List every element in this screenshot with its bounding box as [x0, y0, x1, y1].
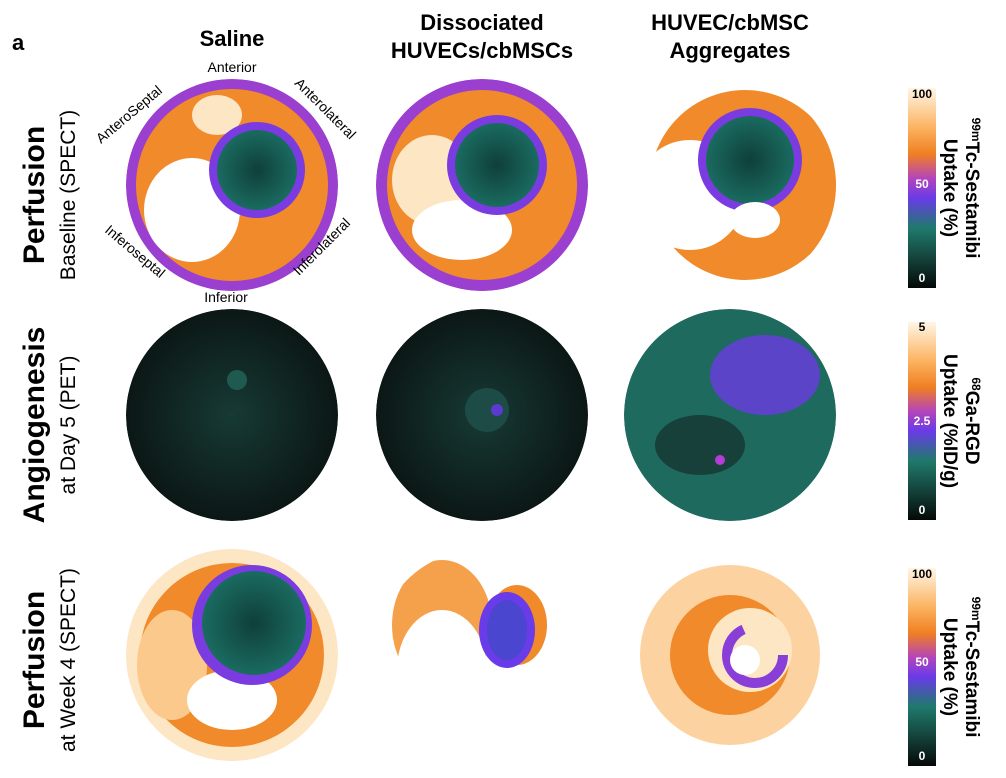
row-title: Perfusion — [18, 591, 51, 729]
row-title: Angiogenesis — [18, 327, 51, 524]
polar-map — [126, 309, 338, 521]
tracer: Ga-RGD — [961, 391, 982, 465]
column-header: Aggregates — [669, 38, 790, 63]
figure: a Saline Dissociated HUVECs/cbMSCs HUVEC… — [0, 0, 1006, 773]
column-header: HUVECs/cbMSCs — [391, 38, 573, 63]
colorbar-tick: 50 — [915, 177, 929, 191]
row-subtitle: Baseline (SPECT) — [57, 110, 80, 280]
colorbar-tick: 0 — [919, 749, 926, 763]
colorbar-title: 99mTc-Sestamibi — [961, 597, 983, 738]
colorbar-title: 99mTc-Sestamibi — [961, 118, 983, 259]
colorbar-tick: 0 — [919, 503, 926, 517]
colorbar-title: 68Ga-RGD — [961, 377, 983, 464]
colorbar-unit: Uptake (%ID/g) — [939, 354, 960, 488]
colorbar-tick: 0 — [919, 271, 926, 285]
polar-map — [376, 549, 588, 761]
polar-map — [376, 309, 588, 521]
body: a Saline Dissociated HUVECs/cbMSCs HUVEC… — [0, 0, 1006, 773]
polar-map — [624, 309, 836, 521]
column-header: HUVEC/cbMSC — [651, 10, 809, 35]
colorbar-tick: 2.5 — [914, 414, 931, 428]
polar-map — [376, 79, 588, 291]
column-header: Dissociated — [420, 10, 544, 35]
colorbar-unit: Uptake (%) — [939, 618, 960, 716]
colorbar-tick: 50 — [915, 655, 929, 669]
segment-label: Inferior — [204, 289, 248, 305]
isotope: 99m — [969, 118, 983, 142]
tracer: Tc-Sestamibi — [961, 142, 982, 259]
tracer: Tc-Sestamibi — [961, 621, 982, 738]
colorbar-tick: 100 — [912, 87, 932, 101]
polar-map — [624, 549, 836, 761]
isotope: 99m — [969, 597, 983, 621]
row-subtitle: at Day 5 (PET) — [57, 356, 80, 495]
panel-label: a — [12, 30, 25, 55]
page: Polar maps figure {"panel_label": "a", "… — [0, 0, 1006, 773]
segment-label: Anterior — [207, 59, 256, 75]
colorbar-tick: 5 — [919, 320, 926, 334]
isotope: 68 — [969, 377, 983, 391]
polar-map — [624, 79, 840, 291]
colorbar-tick: 100 — [912, 567, 932, 581]
polar-map — [126, 549, 338, 761]
row-subtitle: at Week 4 (SPECT) — [57, 568, 80, 752]
column-header: Saline — [200, 26, 265, 51]
row-title: Perfusion — [18, 126, 51, 264]
colorbar-unit: Uptake (%) — [939, 139, 960, 237]
